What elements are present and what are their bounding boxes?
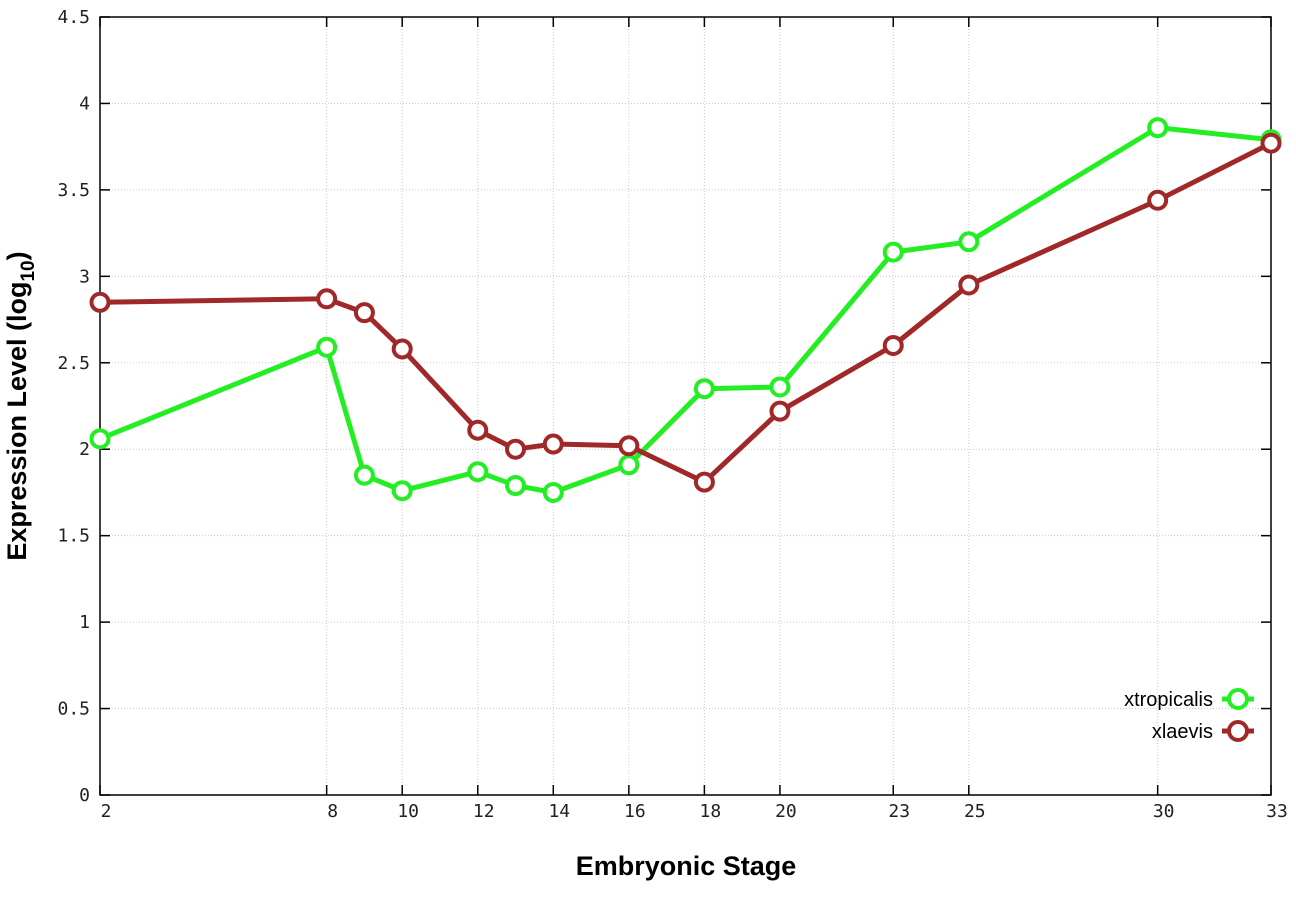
legend-marker [1227,720,1249,742]
legend-item-xlaevis: xlaevis [1152,720,1254,743]
data-point [693,471,715,493]
x-tick-label: 2 [101,801,112,822]
legend-label: xtropicalis [1124,689,1213,711]
legend: xtropicalis xlaevis [1124,688,1254,743]
legend-item-xtropicalis: xtropicalis [1124,688,1254,711]
y-axis-title-subscript: 10 [18,260,39,281]
y-tick-label: 1.5 [57,526,90,547]
y-axis-title-main: Expression Level (log [2,282,32,561]
data-point [1147,117,1169,139]
data-point [467,419,489,441]
data-point [958,231,980,253]
data-point [353,302,375,324]
y-tick-label: 0 [79,785,90,806]
legend-marker [1227,688,1249,710]
series-layer [89,117,1282,503]
y-axis-title-close: ) [2,251,32,260]
data-point [505,475,527,497]
series-line [99,140,1273,485]
x-tick-label: 10 [397,801,419,822]
data-point [542,481,564,503]
y-tick-label: 3.5 [57,180,90,201]
legend-label: xlaevis [1152,721,1213,743]
x-tick-label: 25 [964,801,986,822]
data-point [391,338,413,360]
y-tick-label: 3 [79,266,90,287]
data-point [353,464,375,486]
x-tick-label: 16 [624,801,646,822]
x-tick-label: 14 [548,801,570,822]
x-tick-label: 18 [700,801,722,822]
data-point [1260,132,1282,154]
data-point [958,274,980,296]
series-xtropicalis [89,117,1282,503]
y-tick-label: 4 [79,93,90,114]
data-point [769,400,791,422]
y-tick-label: 1 [79,612,90,633]
axis-ticks [99,16,1272,796]
data-point [882,334,904,356]
x-tick-label: 20 [775,801,797,822]
data-point [316,336,338,358]
x-tick-label: 12 [473,801,495,822]
data-point [693,378,715,400]
y-tick-label: 2.5 [57,353,90,374]
x-axis-title: Embryonic Stage [576,851,797,881]
data-point [89,428,111,450]
x-tick-label: 8 [327,801,338,822]
y-tick-label: 4.5 [57,7,90,28]
data-point [467,461,489,483]
y-tick-label: 2 [79,439,90,460]
series-xlaevis [89,132,1282,493]
data-point [391,480,413,502]
x-tick-labels: 2 8 10 12 14 16 18 20 23 25 30 33 [101,801,1288,822]
data-point [316,288,338,310]
data-point [618,435,640,457]
x-tick-label: 33 [1266,801,1288,822]
data-point [618,454,640,476]
y-tick-labels: 0 0.5 1 1.5 2 2.5 3 3.5 4 4.5 [57,7,90,806]
data-point [89,291,111,313]
x-tick-label: 30 [1153,801,1175,822]
data-point [769,376,791,398]
y-tick-label: 0.5 [57,699,90,720]
data-point [882,241,904,263]
grid [100,17,1271,795]
data-point [1147,189,1169,211]
plot-frame [99,16,1272,796]
series-line [99,125,1272,495]
data-point [505,438,527,460]
y-axis-title: Expression Level (log10) [2,251,39,560]
data-point [542,433,564,455]
x-tick-label: 23 [888,801,910,822]
